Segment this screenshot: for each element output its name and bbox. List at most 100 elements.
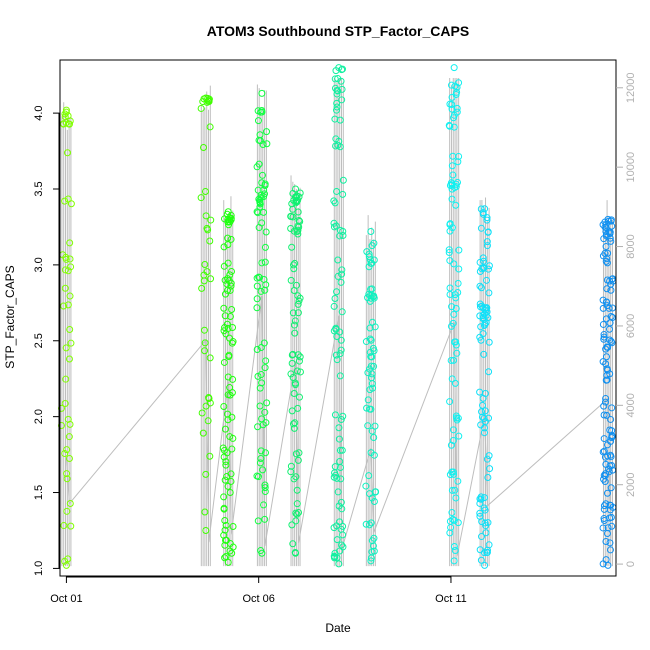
data-point <box>261 243 269 251</box>
data-point <box>483 238 491 246</box>
data-point <box>455 152 463 160</box>
data-point <box>477 495 485 503</box>
data-point <box>455 265 463 273</box>
data-point <box>485 368 493 376</box>
data-point <box>476 267 484 275</box>
data-point <box>448 509 456 517</box>
data-point <box>481 561 489 569</box>
data-point <box>62 108 70 116</box>
data-point <box>66 500 74 508</box>
data-point <box>367 405 375 413</box>
data-point <box>332 351 340 359</box>
data-point <box>65 433 73 441</box>
data-point <box>451 291 459 299</box>
data-point <box>57 404 65 412</box>
data-point <box>60 302 68 310</box>
data-point <box>452 201 460 209</box>
data-point <box>371 422 379 430</box>
data-point <box>606 336 614 344</box>
data-point <box>292 281 300 289</box>
axes: 1.0 1.5 2.0 2.5 3.0 3.5 4.0 0 2000 4000 6000 8000 10… <box>33 72 637 605</box>
data-point <box>222 552 230 560</box>
data-point <box>61 266 69 274</box>
data-point <box>228 305 236 313</box>
y-tick-label: 3.0 <box>33 257 45 272</box>
data-point <box>339 412 347 420</box>
data-point <box>445 121 453 129</box>
data-point <box>262 281 270 289</box>
data-point <box>296 368 304 376</box>
data-point <box>476 512 484 520</box>
secondary-series-line <box>65 295 612 556</box>
data-point <box>296 218 304 226</box>
y-tick-label: 1.0 <box>33 561 45 576</box>
data-point <box>222 458 230 466</box>
data-point <box>261 408 269 416</box>
data-point <box>259 466 267 474</box>
data-point <box>606 539 614 547</box>
data-point <box>604 524 612 532</box>
data-point <box>296 353 304 361</box>
data-point <box>66 239 74 247</box>
data-point <box>448 180 456 188</box>
data-point <box>66 325 74 333</box>
data-point <box>450 64 458 72</box>
data-point <box>600 471 608 479</box>
y2-tick-label: 12000 <box>625 72 637 103</box>
data-point <box>608 313 616 321</box>
data-point <box>602 353 610 361</box>
data-point <box>455 432 463 440</box>
data-point <box>228 445 236 453</box>
data-point <box>479 209 487 217</box>
data-point <box>223 286 231 294</box>
data-point <box>455 246 463 254</box>
data-point <box>62 375 70 383</box>
data-point <box>479 304 487 312</box>
data-point <box>292 194 300 202</box>
data-point <box>67 522 75 530</box>
data-point <box>600 402 608 410</box>
data-point <box>225 351 233 359</box>
data-point <box>603 259 611 267</box>
data-point <box>371 488 379 496</box>
data-point <box>201 339 209 347</box>
data-point <box>330 302 338 310</box>
data-point <box>224 482 232 490</box>
data-point <box>476 312 484 320</box>
data-point <box>331 411 339 419</box>
data-point <box>227 470 235 478</box>
data-point <box>336 463 344 471</box>
data-point <box>599 320 607 328</box>
data-point <box>220 243 228 251</box>
data-point <box>368 242 376 250</box>
data-point <box>338 270 346 278</box>
data-point <box>334 488 342 496</box>
data-point <box>62 253 70 261</box>
data-point <box>200 144 208 152</box>
data-point <box>258 549 266 557</box>
data-point <box>448 486 456 494</box>
data-point <box>253 304 261 312</box>
data-point <box>453 104 461 112</box>
data-point <box>205 394 213 402</box>
data-point <box>484 314 492 322</box>
data-point <box>454 158 462 166</box>
data-point <box>254 372 262 380</box>
data-point <box>449 437 457 445</box>
data-point <box>333 332 341 340</box>
data-point <box>66 255 74 263</box>
data-point <box>330 197 338 205</box>
data-point <box>224 218 232 226</box>
data-point <box>485 338 493 346</box>
data-point <box>450 557 458 565</box>
data-point <box>476 258 484 266</box>
data-point <box>339 522 347 530</box>
data-point <box>452 294 460 302</box>
data-point <box>287 276 295 284</box>
data-point <box>289 261 297 269</box>
data-point <box>607 216 615 224</box>
data-point <box>603 489 611 497</box>
y-tick-label: 3.5 <box>33 181 45 196</box>
data-point <box>206 123 214 131</box>
data-point <box>484 265 492 273</box>
